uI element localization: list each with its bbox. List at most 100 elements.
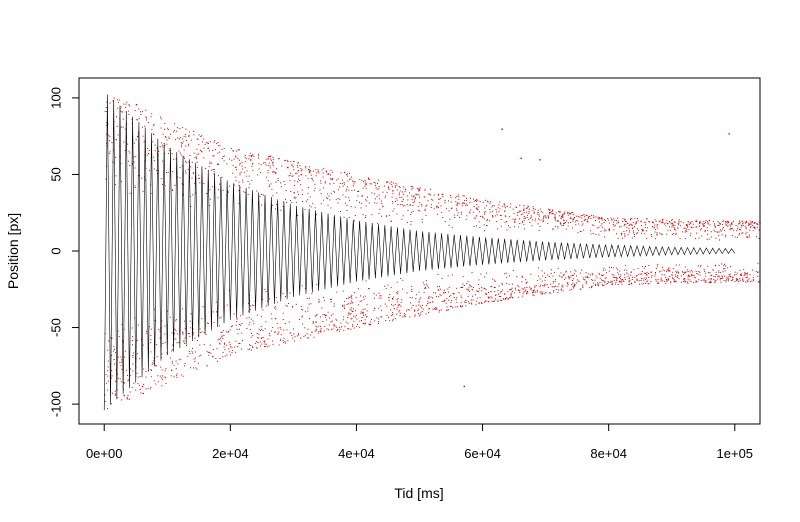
red-point	[378, 213, 380, 214]
red-point	[654, 275, 656, 277]
red-point	[316, 326, 318, 328]
red-point	[490, 291, 492, 293]
red-point	[347, 303, 349, 305]
red-point	[418, 194, 420, 196]
red-point	[182, 333, 184, 335]
red-point	[111, 370, 113, 372]
red-point	[175, 158, 177, 160]
red-point	[397, 291, 399, 293]
red-point	[487, 219, 488, 221]
red-point	[219, 342, 221, 344]
red-point	[444, 199, 446, 201]
red-point	[235, 176, 237, 178]
red-point	[370, 324, 372, 325]
red-point	[306, 200, 307, 202]
red-point	[282, 319, 284, 320]
red-point	[506, 229, 508, 231]
red-point	[736, 272, 738, 274]
red-point	[663, 281, 665, 283]
red-point	[579, 272, 581, 274]
red-point	[396, 299, 398, 301]
red-point	[188, 333, 190, 335]
red-point	[274, 307, 276, 309]
red-point	[128, 160, 129, 162]
red-point	[121, 111, 123, 113]
red-point	[717, 278, 719, 280]
red-point	[710, 236, 712, 238]
red-point	[666, 280, 668, 282]
red-point	[215, 301, 217, 303]
red-point	[310, 206, 312, 208]
red-point	[356, 326, 358, 327]
red-point	[756, 226, 758, 228]
red-point	[191, 350, 193, 352]
red-point	[134, 185, 136, 187]
red-point	[162, 183, 164, 185]
red-point	[515, 218, 517, 220]
red-point	[416, 194, 418, 196]
red-point	[126, 396, 128, 398]
red-point	[403, 186, 405, 188]
red-point	[667, 278, 669, 280]
red-point	[357, 288, 359, 290]
red-point	[588, 216, 590, 218]
red-point	[252, 346, 254, 348]
red-point	[500, 215, 502, 217]
red-point	[638, 283, 640, 285]
red-point	[120, 365, 122, 367]
red-point	[448, 210, 450, 212]
red-point	[172, 171, 174, 172]
red-point	[524, 290, 526, 292]
red-point	[126, 398, 128, 400]
red-point	[425, 304, 427, 306]
red-point	[241, 332, 243, 334]
red-point	[693, 282, 695, 284]
red-point	[744, 221, 746, 223]
red-point	[182, 332, 184, 334]
red-point	[391, 181, 393, 183]
red-point	[447, 288, 449, 290]
red-point	[563, 213, 565, 215]
red-point	[467, 204, 469, 206]
red-point	[384, 285, 386, 287]
red-point	[624, 279, 626, 281]
red-point	[653, 226, 655, 228]
red-point	[411, 211, 412, 213]
red-point	[741, 220, 743, 222]
red-point	[244, 156, 246, 158]
red-point	[241, 161, 243, 163]
red-point	[134, 167, 136, 169]
red-point	[418, 304, 420, 306]
red-point	[297, 181, 299, 183]
red-point	[646, 271, 648, 273]
red-point	[739, 223, 740, 225]
red-point	[381, 215, 382, 217]
red-point	[574, 269, 576, 271]
red-point	[150, 116, 152, 118]
red-point	[192, 347, 193, 349]
red-point	[396, 313, 398, 315]
red-point	[690, 269, 692, 271]
red-point	[230, 354, 231, 356]
red-point	[197, 362, 199, 364]
red-point	[698, 271, 700, 272]
red-point	[138, 108, 140, 110]
red-point	[378, 307, 380, 309]
red-point	[104, 401, 106, 402]
red-point	[156, 356, 158, 358]
red-point	[326, 319, 328, 321]
red-point	[230, 148, 232, 149]
red-point	[330, 174, 331, 176]
red-point	[221, 331, 223, 333]
red-point	[348, 197, 350, 199]
red-point	[532, 219, 534, 221]
red-point	[248, 187, 250, 189]
red-point	[357, 191, 359, 192]
red-point	[357, 195, 359, 197]
red-point	[724, 270, 726, 272]
red-point	[402, 279, 404, 281]
red-point	[179, 167, 181, 168]
red-point	[653, 227, 655, 229]
red-point	[446, 306, 448, 308]
red-point	[132, 370, 134, 372]
